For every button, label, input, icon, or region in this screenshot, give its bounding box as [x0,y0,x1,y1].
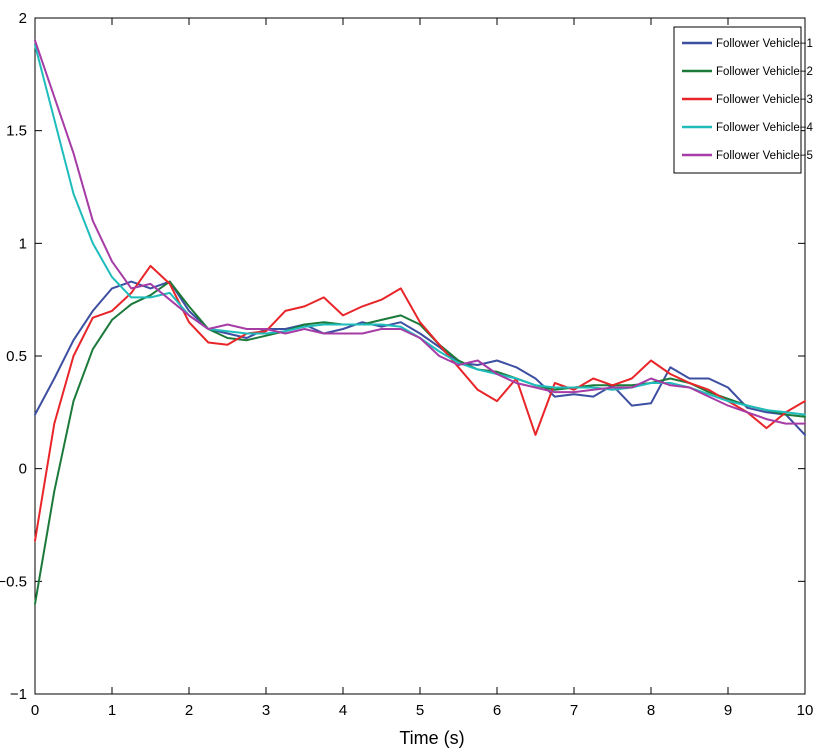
legend: Follower Vehicle−1 Follower Vehicle−2 Fo… [673,26,813,174]
series-line-5 [34,39,806,425]
legend-label: Follower Vehicle−5 [716,150,813,162]
legend-label: Follower Vehicle−2 [716,66,813,78]
y-tick-label: 0.5 [6,348,27,365]
series-line-1 [34,280,806,436]
legend-label: Follower Vehicle−4 [716,122,813,134]
legend-entry: Follower Vehicle−4 [682,122,813,134]
y-tick-label: 0 [19,461,27,478]
x-tick-label: 1 [108,702,116,719]
x-tick-label: 0 [31,702,39,719]
legend-label: Follower Vehicle−1 [716,38,813,50]
series-lines [34,39,806,605]
y-tick-label: −1 [10,686,27,703]
x-tick-label: 9 [724,702,732,719]
x-tick-label: 4 [339,702,347,719]
legend-entry: Follower Vehicle−5 [682,150,813,162]
x-tick-label: 10 [797,702,814,719]
x-tick-label: 5 [416,702,424,719]
x-tick-label: 3 [262,702,270,719]
x-tick-label: 8 [647,702,655,719]
x-axis-label: Time (s) [399,728,464,748]
series-line-2 [34,280,806,605]
legend-entry: Follower Vehicle−3 [682,94,813,106]
legend-label: Follower Vehicle−3 [716,94,813,106]
y-tick-labels: −1 −0.5 0 0.5 1 1.5 2 [0,10,27,703]
series-line-3 [34,264,806,542]
x-tick-label: 7 [570,702,578,719]
x-tick-label: 2 [185,702,193,719]
y-tick-label: 2 [19,10,27,27]
y-tick-label: 1 [19,235,27,252]
x-tick-labels: 0 1 2 3 4 5 6 7 8 9 10 [31,702,814,719]
y-tick-label: 1.5 [6,123,27,140]
legend-entry: Follower Vehicle−1 [682,38,813,50]
y-tick-label: −0.5 [0,573,27,590]
x-tick-label: 6 [493,702,501,719]
legend-entry: Follower Vehicle−2 [682,66,813,78]
